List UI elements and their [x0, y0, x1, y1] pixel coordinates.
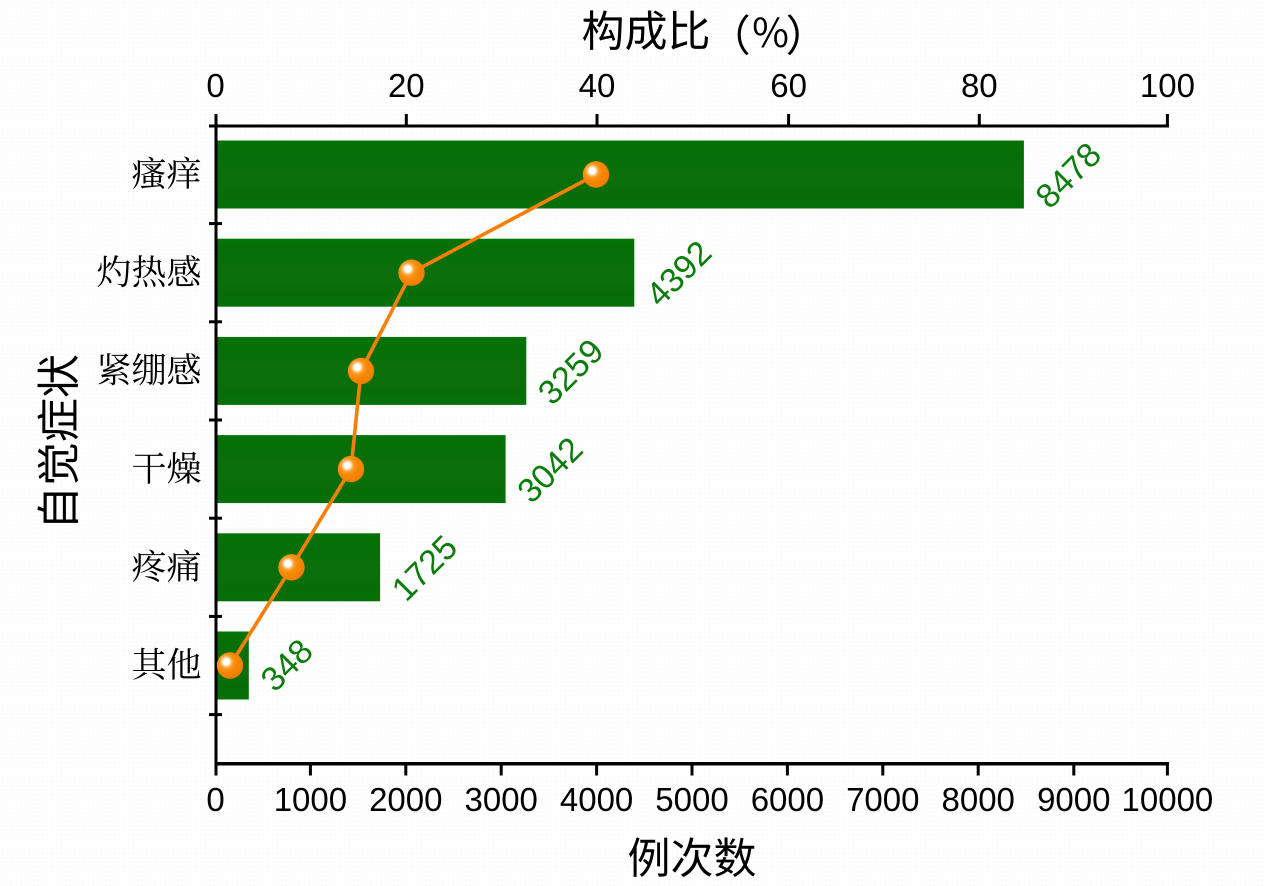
svg-text:8000: 8000: [941, 781, 1014, 818]
svg-text:2000: 2000: [369, 781, 442, 818]
svg-text:灼热感: 灼热感: [96, 245, 201, 295]
svg-text:9000: 9000: [1037, 781, 1110, 818]
svg-text:自觉症状: 自觉症状: [24, 354, 88, 530]
svg-text:疼痛: 疼痛: [131, 540, 201, 590]
svg-text:80: 80: [961, 67, 998, 104]
svg-text:瘙痒: 瘙痒: [131, 147, 201, 197]
svg-text:5000: 5000: [655, 781, 728, 818]
svg-text:40: 40: [579, 67, 616, 104]
svg-text:紧绷感: 紧绷感: [96, 344, 201, 394]
svg-text:0: 0: [206, 67, 224, 104]
svg-text:%: %: [752, 1, 789, 59]
svg-text:）: ）: [786, 2, 829, 64]
svg-text:20: 20: [388, 67, 425, 104]
svg-text:3000: 3000: [464, 781, 537, 818]
svg-text:10000: 10000: [1122, 781, 1214, 818]
svg-text:1000: 1000: [274, 781, 347, 818]
svg-text:60: 60: [770, 67, 807, 104]
svg-text:4000: 4000: [560, 781, 633, 818]
svg-text:7000: 7000: [846, 781, 919, 818]
svg-text:0: 0: [206, 781, 224, 818]
svg-text:干燥: 干燥: [131, 442, 201, 492]
svg-text:100: 100: [1140, 67, 1195, 104]
svg-text:6000: 6000: [751, 781, 824, 818]
svg-text:其他: 其他: [131, 638, 201, 688]
svg-text:例次数: 例次数: [628, 825, 757, 886]
svg-text:（: （: [708, 2, 751, 64]
svg-text:构成比: 构成比: [582, 0, 711, 59]
